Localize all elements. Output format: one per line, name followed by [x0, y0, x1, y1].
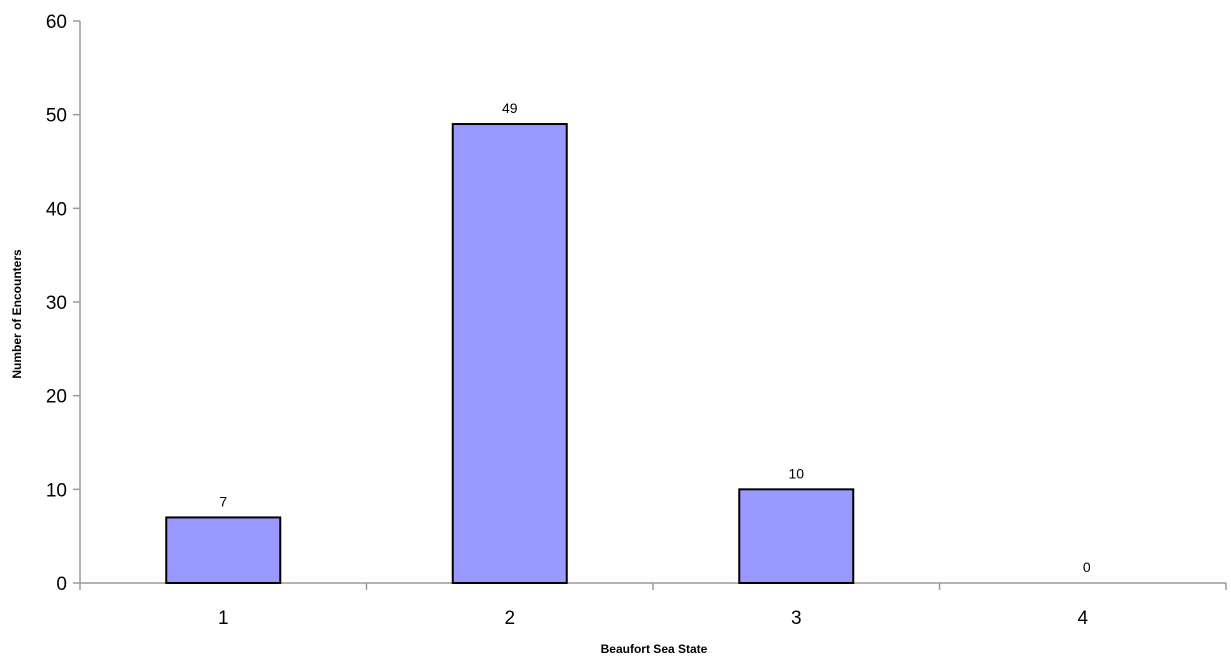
bar-2	[451, 123, 568, 585]
x-tick-label: 1	[218, 608, 229, 629]
y-tick-label: 10	[46, 480, 67, 501]
x-axis-title: Beaufort Sea State	[601, 642, 708, 656]
y-tick-label: 40	[46, 199, 67, 220]
y-tick-label: 60	[46, 12, 67, 33]
data-label: 7	[219, 493, 227, 509]
data-label: 49	[502, 100, 518, 116]
data-label: 10	[788, 465, 804, 481]
y-tick-label: 0	[56, 574, 67, 595]
y-tick-label: 20	[46, 387, 67, 408]
y-tick-label: 30	[46, 293, 67, 314]
bar-3	[738, 488, 855, 585]
data-label: 0	[1083, 559, 1091, 575]
x-tick-label: 2	[504, 608, 515, 629]
y-tick-label: 50	[46, 106, 67, 127]
x-tick-label: 4	[1077, 608, 1088, 629]
bars	[165, 123, 855, 585]
x-tick-label: 3	[791, 608, 802, 629]
y-axis-title: Number of Encounters	[10, 249, 24, 379]
bar-1	[165, 516, 282, 585]
axes	[73, 20, 1227, 590]
